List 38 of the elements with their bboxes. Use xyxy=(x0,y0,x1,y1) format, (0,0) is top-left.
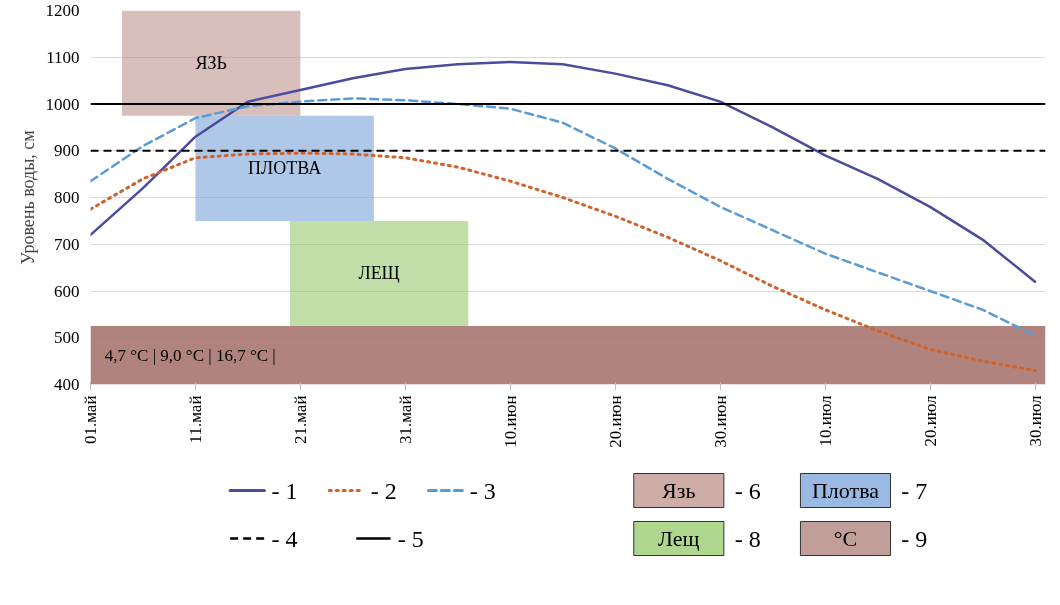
y-tick-label: 500 xyxy=(54,328,80,348)
text: Лещ xyxy=(658,526,700,551)
legend-label: - 3 xyxy=(469,477,496,504)
text: - 7 xyxy=(901,477,928,504)
text: - 8 xyxy=(734,525,761,552)
text: - 5 xyxy=(397,525,424,552)
band-label: ЯЗЬ xyxy=(195,53,227,74)
y-axis-title: Уровень воды, см xyxy=(17,130,38,265)
y-tick-label: 1100 xyxy=(46,47,80,67)
band-label: 4,7 °C | 9,0 °C | 16,7 °C | xyxy=(104,345,276,365)
x-tick-label: 20.июл xyxy=(920,394,940,447)
x-tick-label: 20.июн xyxy=(605,395,625,448)
text: - 6 xyxy=(734,477,761,504)
x-tick-label: 10.июл xyxy=(815,394,835,447)
x-tick-label: 11.май xyxy=(185,395,205,444)
line-series xyxy=(90,151,1037,372)
text: °C xyxy=(833,526,858,551)
band-label: ПЛОТВА xyxy=(248,158,322,179)
y-tick-label: 800 xyxy=(54,188,80,207)
y-tick-label: 1200 xyxy=(45,1,80,20)
x-tick-label: 30.июн xyxy=(710,395,730,448)
text: Плотва xyxy=(811,478,880,503)
legend-label: - 1 xyxy=(271,477,298,504)
y-tick-label: 700 xyxy=(54,234,80,254)
y-tick-label: 1000 xyxy=(45,94,80,114)
x-tick-label: 01.май xyxy=(81,395,100,445)
x-tick-label: 30.июл xyxy=(1025,394,1045,447)
y-tick-label: 600 xyxy=(54,281,80,301)
text: - 9 xyxy=(901,525,928,552)
text: - 4 xyxy=(271,525,298,552)
y-tick-label: 400 xyxy=(54,375,80,394)
x-tick-label: 31.май xyxy=(395,395,415,445)
text: Язь xyxy=(662,478,696,503)
x-tick-label: 10.июн xyxy=(500,395,520,448)
band-label: ЛЕЩ xyxy=(358,263,400,284)
x-tick-label: 21.май xyxy=(290,395,310,445)
legend-label: - 2 xyxy=(370,477,397,504)
y-tick-label: 900 xyxy=(54,141,80,161)
